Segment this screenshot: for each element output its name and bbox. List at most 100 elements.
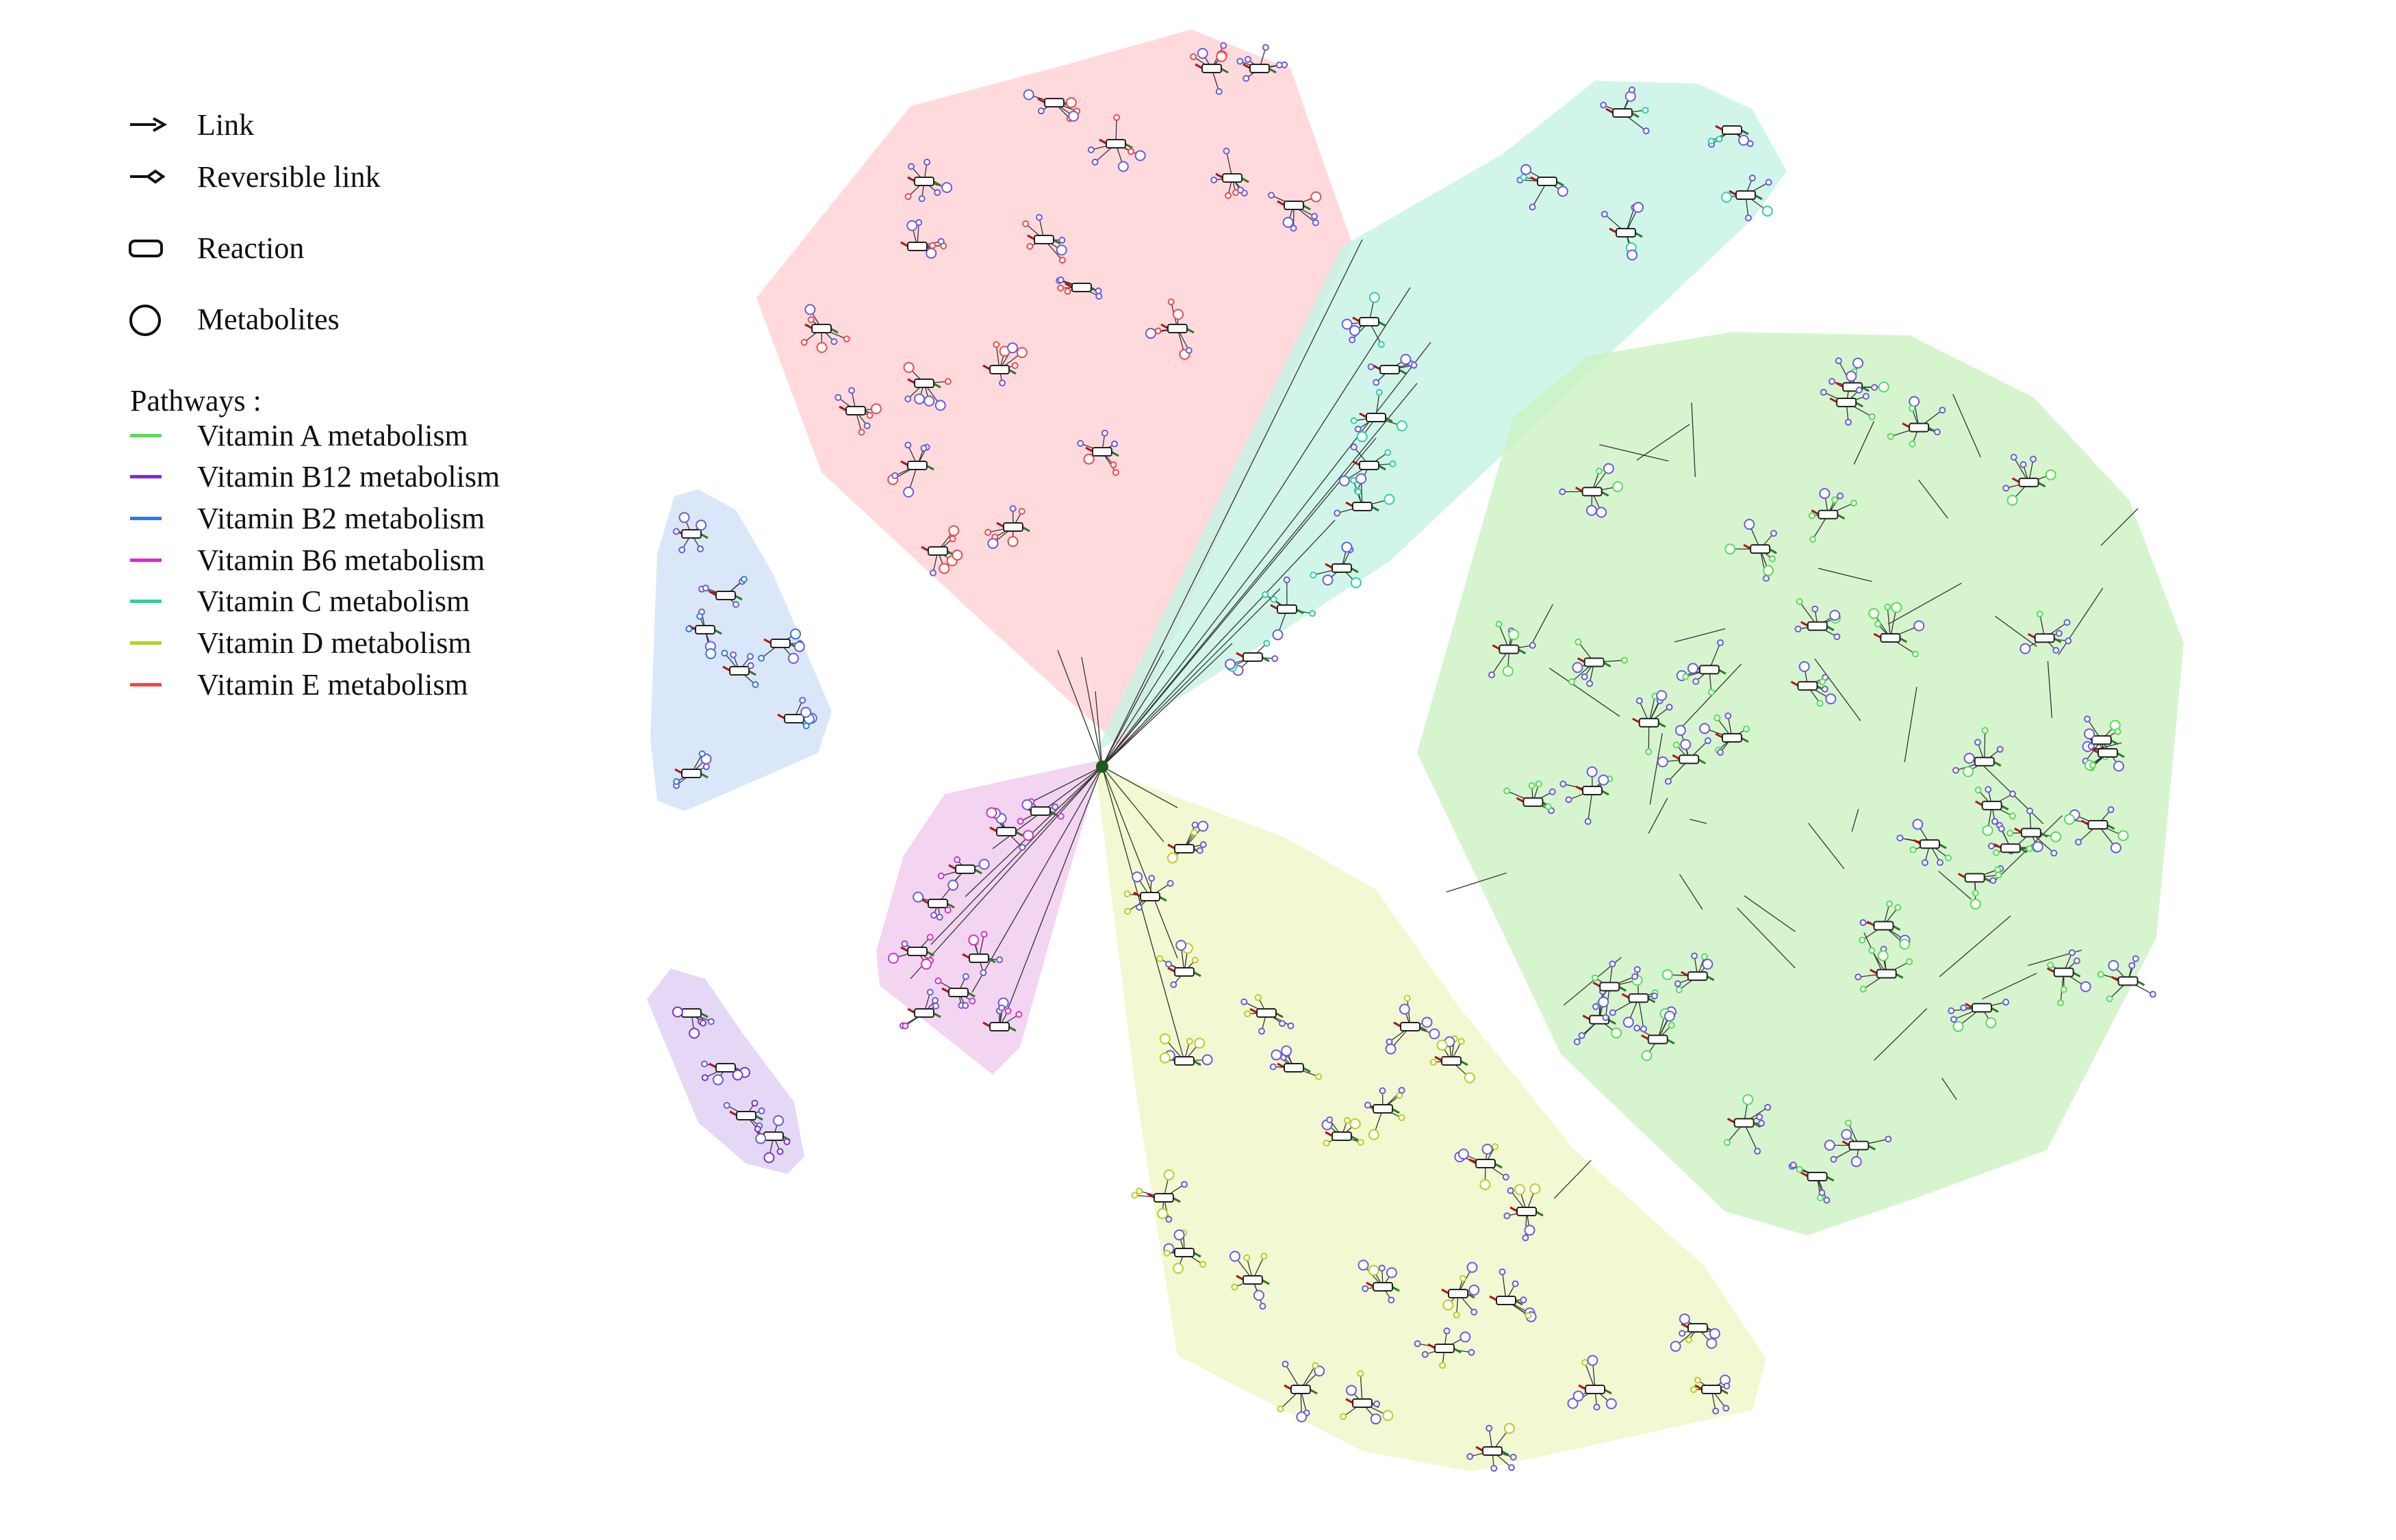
- metabolite-node: [978, 858, 990, 870]
- metabolite-node: [1468, 1348, 1475, 1356]
- metabolite-node: [1624, 90, 1636, 102]
- metabolite-node: [1491, 1143, 1499, 1151]
- reaction-node: [1277, 1062, 1311, 1073]
- metabolite-node: [1514, 1183, 1525, 1195]
- metabolite-node: [1912, 650, 1920, 658]
- metabolite-node: [1586, 680, 1594, 687]
- metabolite-node: [1666, 704, 1673, 711]
- metabolite-node: [863, 422, 871, 430]
- pathway-hull: [876, 760, 1102, 1075]
- metabolite-node: [1398, 1086, 1405, 1094]
- metabolite-node: [2056, 999, 2064, 1007]
- metabolite-node: [1173, 309, 1184, 320]
- metabolite-node: [1819, 678, 1826, 686]
- metabolite-node: [1622, 1016, 1634, 1028]
- metabolite-node: [2068, 949, 2076, 956]
- metabolite-node: [2149, 990, 2156, 998]
- reaction-node: [1509, 1206, 1544, 1217]
- metabolite-node: [1311, 213, 1318, 220]
- metabolite-node: [1871, 384, 1878, 392]
- metabolite-node: [1724, 712, 1732, 719]
- reaction-node: [1167, 966, 1201, 977]
- metabolite-node: [1243, 1254, 1251, 1261]
- metabolite-node: [685, 625, 693, 632]
- metabolite-node: [1389, 460, 1397, 467]
- metabolite-node: [1127, 148, 1135, 155]
- metabolite-node: [1908, 405, 1915, 412]
- metabolite-node: [1633, 966, 1641, 973]
- metabolite-node: [1007, 342, 1019, 354]
- metabolite-node: [697, 545, 704, 552]
- metabolite-node: [1282, 216, 1294, 228]
- metabolite-node: [1077, 439, 1084, 447]
- metabolite-node: [887, 952, 899, 964]
- metabolite-node: [1859, 936, 1866, 944]
- metabolite-node: [948, 525, 960, 537]
- metabolite-node: [2009, 812, 2016, 820]
- metabolite-node: [1818, 1189, 1826, 1196]
- metabolite-node: [1231, 1283, 1238, 1291]
- metabolite-node: [1809, 536, 1816, 543]
- metabolite-node: [1453, 1311, 1460, 1319]
- metabolite-node: [1811, 605, 1819, 613]
- metabolite-node: [1009, 505, 1017, 513]
- metabolite-node: [1520, 1296, 1527, 1304]
- reaction-node: [1800, 621, 1835, 632]
- metabolite-node: [1310, 191, 1322, 203]
- metabolite-node: [1581, 1359, 1589, 1366]
- reaction-node: [1099, 138, 1133, 149]
- metabolite-node: [1524, 1224, 1535, 1236]
- metabolite-node: [1488, 671, 1495, 679]
- metabolite-node: [1721, 192, 1733, 203]
- metabolite-node: [1283, 576, 1290, 584]
- metabolite-node: [1037, 107, 1045, 115]
- metabolite-node: [1232, 189, 1240, 196]
- metabolite-node: [1702, 958, 1713, 970]
- metabolite-node: [1112, 469, 1119, 476]
- link-edge: [1887, 582, 1962, 625]
- metabolite-node: [1970, 898, 1981, 910]
- reaction-node: [1641, 1034, 1675, 1044]
- reaction-node: [948, 864, 982, 875]
- metabolite-node: [1194, 1038, 1206, 1049]
- metabolite-node: [1190, 53, 1197, 60]
- metabolite-node: [1769, 555, 1776, 563]
- metabolite-node: [1499, 1268, 1506, 1276]
- metabolite-node: [1349, 1118, 1361, 1129]
- metabolite-node: [1439, 1361, 1446, 1369]
- reaction-node: [1366, 1103, 1400, 1114]
- reaction-node: [1492, 644, 1527, 654]
- reaction-node: [1592, 981, 1627, 992]
- metabolite-node: [1995, 871, 2002, 879]
- metabolite-node: [752, 681, 759, 689]
- metabolite-node: [1996, 745, 2004, 753]
- metabolite-node: [1796, 598, 1803, 605]
- reaction-node: [709, 590, 743, 601]
- metabolite-node: [1254, 994, 1262, 1001]
- reaction-node: [900, 241, 934, 252]
- metabolite-node: [1018, 508, 1025, 515]
- metabolite-node: [1909, 440, 1916, 448]
- reaction-node: [1800, 1171, 1835, 1182]
- metabolite-node: [1400, 354, 1412, 365]
- metabolite-node: [2065, 637, 2072, 645]
- metabolite-node: [1068, 110, 1080, 122]
- reaction-node: [1621, 992, 1656, 1003]
- reaction-node: [1694, 1384, 1729, 1395]
- reaction-node: [729, 1110, 763, 1121]
- metabolite-node: [1035, 214, 1043, 221]
- metabolite-node: [1375, 389, 1383, 396]
- metabolite-node: [1023, 830, 1034, 841]
- metabolite-node: [1403, 994, 1411, 1002]
- link-edge: [1446, 872, 1507, 893]
- metabolite-node: [1981, 727, 1989, 734]
- metabolite-node: [1436, 1040, 1448, 1051]
- reaction-node: [674, 768, 709, 779]
- metabolite-node: [962, 973, 969, 980]
- metabolite-node: [1878, 381, 1889, 393]
- reaction-node: [1242, 63, 1277, 74]
- reaction-node: [1427, 1343, 1462, 1354]
- reaction-node: [1195, 63, 1229, 74]
- metabolite-node: [1559, 780, 1567, 788]
- reaction-node: [722, 665, 756, 676]
